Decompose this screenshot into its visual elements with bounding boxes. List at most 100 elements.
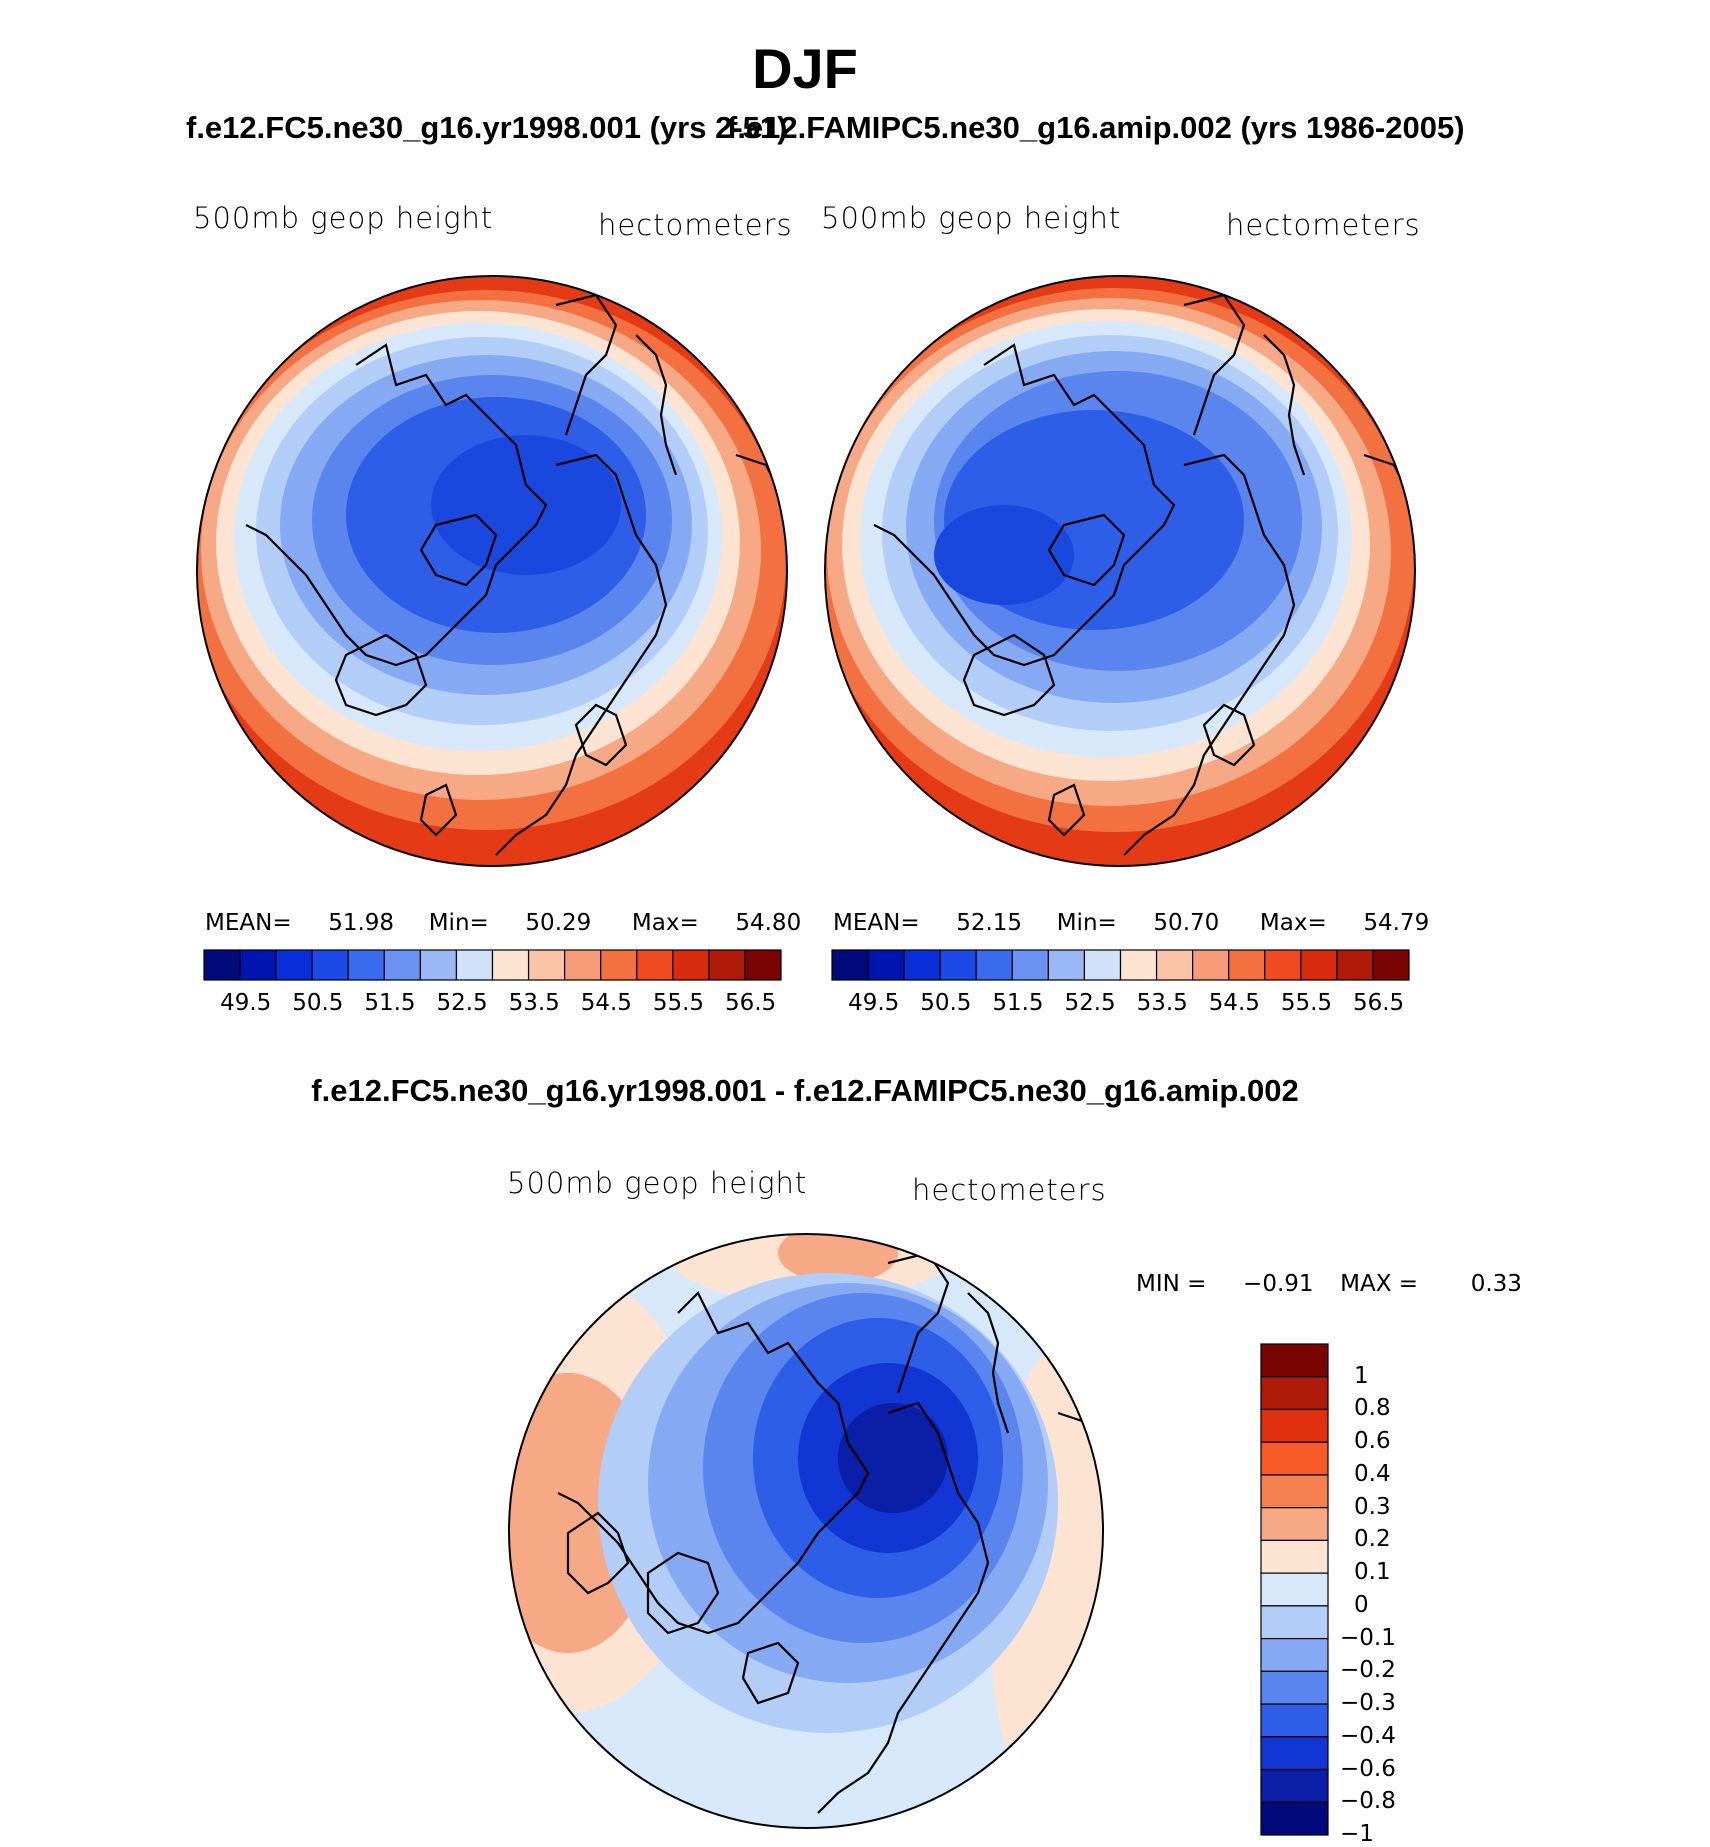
- diff-units-label: hectometers: [912, 1173, 1107, 1207]
- colorbar-swatch: [1260, 1605, 1329, 1640]
- colorbar-tick-label: 1: [1354, 1362, 1369, 1389]
- colorbar-swatch: [672, 949, 710, 981]
- colorbar-swatch: [1260, 1736, 1329, 1771]
- colorbar-swatch: [491, 949, 530, 981]
- colorbar-tick-label: −0.4: [1340, 1722, 1396, 1749]
- diff-max-value: 0.33: [1470, 1271, 1522, 1297]
- map-band: [934, 505, 1074, 605]
- left-min-value: 50.29: [525, 910, 592, 936]
- colorbar-tick-label: 53.5: [1136, 990, 1188, 1016]
- colorbar-swatch: [1228, 949, 1266, 981]
- colorbar-tick-label: 54.5: [580, 990, 632, 1016]
- colorbar-tick-label: −0.1: [1340, 1624, 1396, 1651]
- colorbar-tick-label: 51.5: [992, 990, 1044, 1016]
- left-case-title: f.e12.FC5.ne30_g16.yr1998.001 (yrs 2-51): [186, 110, 788, 145]
- colorbar-tick-label: 51.5: [364, 990, 416, 1016]
- coastlines: [245, 293, 777, 856]
- colorbar-swatch: [975, 949, 1013, 981]
- right-polar-map: [824, 275, 1416, 867]
- colorbar-swatch: [203, 949, 241, 981]
- left-max-label: Max=: [631, 910, 699, 936]
- right-colorbar-ticks: 49.5 50.5 51.5 52.5 53.5 54.5 55.5 56.5: [832, 990, 1409, 1020]
- diff-variable-label: 500mb geop height: [507, 1166, 808, 1200]
- colorbar-swatch: [1083, 949, 1122, 981]
- right-min-value: 50.70: [1153, 910, 1220, 936]
- colorbar-swatch: [1260, 1408, 1329, 1443]
- colorbar-tick-label: 54.5: [1208, 990, 1260, 1016]
- colorbar-swatch: [903, 949, 941, 981]
- colorbar-swatch: [455, 949, 494, 981]
- colorbar-swatch: [1260, 1801, 1329, 1836]
- colorbar-tick-label: −0.8: [1340, 1788, 1396, 1815]
- colorbar-tick-label: 56.5: [724, 990, 777, 1016]
- right-max-value: 54.79: [1363, 910, 1430, 936]
- colorbar-tick-label: 0.4: [1354, 1460, 1391, 1487]
- colorbar-swatch: [1260, 1768, 1329, 1803]
- colorbar-swatch: [239, 949, 277, 981]
- right-colorbar: [831, 949, 1410, 981]
- right-max-label: Max=: [1259, 910, 1327, 936]
- colorbar-swatch: [275, 949, 313, 981]
- colorbar-swatch: [1260, 1703, 1329, 1738]
- colorbar-swatch: [1336, 949, 1374, 981]
- right-case-title: f.e12.FAMIPC5.ne30_g16.amip.002 (yrs 198…: [727, 110, 1465, 145]
- colorbar-swatch: [867, 949, 905, 981]
- left-mean-value: 51.98: [328, 910, 395, 936]
- diff-max-label: MAX =: [1340, 1271, 1419, 1297]
- colorbar-swatch: [1260, 1572, 1329, 1607]
- colorbar-tick-label: 53.5: [508, 990, 560, 1016]
- colorbar-swatch: [1260, 1441, 1329, 1476]
- left-units-label: hectometers: [598, 208, 793, 242]
- colorbar-tick-label: 50.5: [292, 990, 344, 1016]
- diff-title: f.e12.FC5.ne30_g16.yr1998.001 - f.e12.FA…: [311, 1073, 1299, 1108]
- colorbar-swatch: [1260, 1474, 1329, 1509]
- colorbar-swatch: [636, 949, 674, 981]
- colorbar-swatch: [564, 949, 602, 981]
- colorbar-tick-label: 0: [1354, 1591, 1369, 1618]
- colorbar-tick-label: −1: [1340, 1821, 1374, 1847]
- colorbar-swatch: [1372, 949, 1410, 981]
- coastlines: [557, 1251, 1099, 1814]
- colorbar-swatch: [311, 949, 349, 981]
- colorbar-swatch: [1300, 949, 1338, 981]
- colorbar-swatch: [1264, 949, 1302, 981]
- left-mean-label: MEAN=: [205, 910, 292, 936]
- colorbar-swatch: [419, 949, 458, 981]
- colorbar-swatch: [1260, 1343, 1329, 1378]
- colorbar-swatch: [708, 949, 746, 981]
- colorbar-swatch: [1260, 1670, 1329, 1705]
- right-min-label: Min=: [1056, 910, 1117, 936]
- map-band: [838, 1403, 948, 1513]
- colorbar-swatch: [1011, 949, 1049, 981]
- colorbar-tick-label: 49.5: [848, 990, 900, 1016]
- colorbar-tick-label: −0.2: [1340, 1657, 1396, 1684]
- colorbar-swatch: [1192, 949, 1230, 981]
- figure-title: DJF: [752, 37, 858, 100]
- right-variable-label: 500mb geop height: [821, 201, 1122, 235]
- colorbar-tick-label: 55.5: [652, 990, 705, 1016]
- colorbar-tick-label: 0.1: [1354, 1559, 1391, 1586]
- colorbar-tick-label: 0.6: [1354, 1428, 1391, 1455]
- colorbar-tick-label: 0.2: [1354, 1526, 1391, 1553]
- colorbar-tick-label: 0.8: [1354, 1395, 1391, 1422]
- colorbar-tick-label: −0.6: [1340, 1755, 1396, 1782]
- map-band: [431, 435, 621, 575]
- colorbar-swatch: [1119, 949, 1158, 981]
- colorbar-swatch: [1260, 1507, 1329, 1542]
- left-min-label: Min=: [428, 910, 489, 936]
- left-max-value: 54.80: [735, 910, 802, 936]
- right-mean-value: 52.15: [956, 910, 1023, 936]
- diff-colorbar: [1260, 1343, 1329, 1836]
- colorbar-swatch: [1260, 1376, 1329, 1411]
- left-polar-map: [196, 275, 788, 867]
- colorbar-swatch: [383, 949, 421, 981]
- colorbar-tick-label: 0.3: [1354, 1493, 1391, 1520]
- colorbar-tick-label: 55.5: [1280, 990, 1333, 1016]
- right-mean-label: MEAN=: [833, 910, 920, 936]
- left-variable-label: 500mb geop height: [193, 201, 494, 235]
- diff-min-label: MIN =: [1136, 1271, 1207, 1297]
- diff-min-value: −0.91: [1243, 1271, 1314, 1297]
- left-colorbar: [203, 949, 782, 981]
- colorbar-swatch: [939, 949, 977, 981]
- colorbar-swatch: [527, 949, 566, 981]
